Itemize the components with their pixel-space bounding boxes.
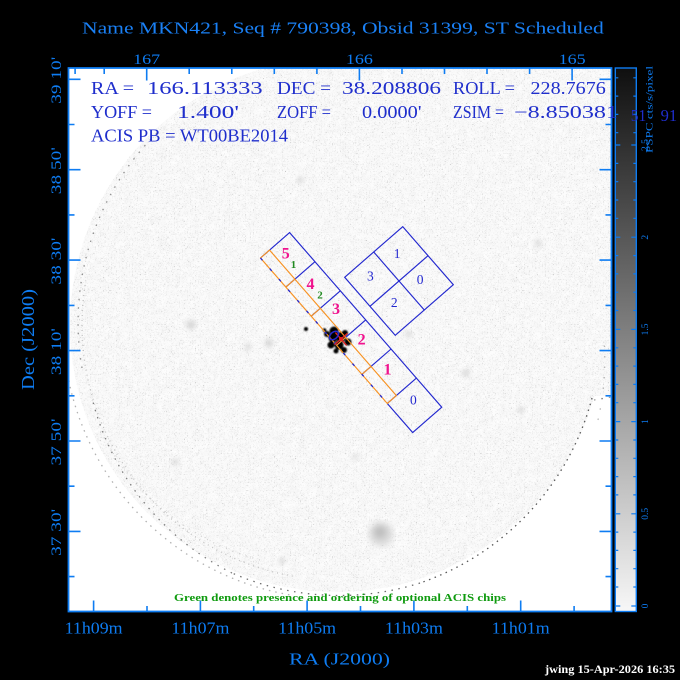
svg-text:1: 1 <box>384 361 392 378</box>
svg-text:228.7676: 228.7676 <box>531 78 606 98</box>
svg-text:38 30': 38 30' <box>49 237 65 284</box>
svg-text:0: 0 <box>410 392 417 407</box>
svg-text:0.5: 0.5 <box>641 508 651 520</box>
svg-text:3: 3 <box>332 301 340 318</box>
svg-text:PSPC cts/s/pixel: PSPC cts/s/pixel <box>646 66 656 153</box>
svg-text:DEC =: DEC = <box>277 78 331 98</box>
svg-text:91: 91 <box>661 106 678 125</box>
svg-text:11h01m: 11h01m <box>492 619 550 638</box>
svg-text:37 30': 37 30' <box>49 509 65 556</box>
svg-text:1.5: 1.5 <box>641 323 651 335</box>
svg-text:1: 1 <box>394 246 401 261</box>
svg-text:4: 4 <box>307 276 315 293</box>
svg-text:2: 2 <box>391 295 398 310</box>
svg-text:1: 1 <box>291 259 297 271</box>
svg-text:YOFF =: YOFF = <box>91 102 152 122</box>
svg-text:Dec (J2000): Dec (J2000) <box>18 289 39 390</box>
svg-text:2: 2 <box>317 290 323 302</box>
svg-text:1.400': 1.400' <box>177 102 239 122</box>
svg-text:RA (J2000): RA (J2000) <box>289 650 390 669</box>
svg-text:3: 3 <box>367 268 374 283</box>
svg-text:Name MKN421, Seq # 790398, Obs: Name MKN421, Seq # 790398, Obsid 31399, … <box>82 19 605 38</box>
svg-text:2: 2 <box>358 331 366 348</box>
svg-text:11h05m: 11h05m <box>278 619 336 638</box>
svg-text:38 10': 38 10' <box>49 328 65 375</box>
svg-text:51: 51 <box>631 106 647 125</box>
svg-text:0.0000': 0.0000' <box>362 102 422 122</box>
svg-text:11h03m: 11h03m <box>385 619 443 638</box>
svg-text:ZSIM =: ZSIM = <box>453 102 504 122</box>
svg-text:0: 0 <box>641 603 651 608</box>
svg-text:ROLL =: ROLL = <box>453 78 515 98</box>
svg-text:38.208806: 38.208806 <box>342 78 441 98</box>
svg-text:38 50': 38 50' <box>49 147 65 194</box>
svg-text:1: 1 <box>641 419 651 424</box>
svg-text:11h09m: 11h09m <box>65 619 123 638</box>
svg-text:166.113333: 166.113333 <box>147 78 263 98</box>
svg-text:11h07m: 11h07m <box>171 619 229 638</box>
svg-text:−8.850381: −8.850381 <box>514 102 618 122</box>
svg-text:jwing 15-Apr-2026 16:35: jwing 15-Apr-2026 16:35 <box>544 664 675 676</box>
svg-text:ACIS PB = WT00BE2014: ACIS PB = WT00BE2014 <box>91 126 288 146</box>
svg-text:0: 0 <box>417 272 424 287</box>
svg-text:167: 167 <box>133 52 161 68</box>
svg-text:RA =: RA = <box>91 78 134 98</box>
svg-text:ZOFF =: ZOFF = <box>277 102 331 122</box>
svg-text:37 50': 37 50' <box>49 418 65 465</box>
svg-text:2.5: 2.5 <box>641 139 651 151</box>
svg-text:2: 2 <box>641 235 651 240</box>
svg-text:5: 5 <box>282 246 290 263</box>
svg-text:Green denotes presence and ord: Green denotes presence and ordering of o… <box>174 593 506 604</box>
svg-text:166: 166 <box>346 52 374 68</box>
svg-text:39 10': 39 10' <box>49 56 65 103</box>
svg-text:165: 165 <box>559 52 586 68</box>
